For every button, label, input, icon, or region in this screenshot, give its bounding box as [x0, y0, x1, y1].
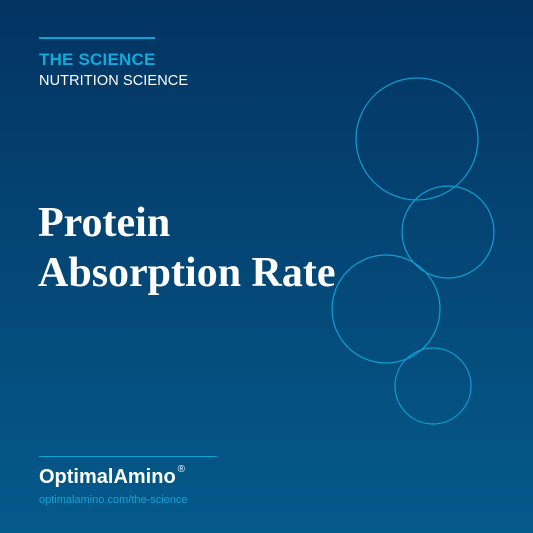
top-accent-rule: [39, 37, 155, 39]
title-line-2: Absorption Rate: [38, 250, 336, 296]
bubble-small: [394, 347, 472, 425]
bubble-medium-upper: [401, 185, 495, 279]
bubble-large: [355, 77, 479, 201]
registered-mark: ®: [177, 464, 186, 476]
title-line-1: Protein: [38, 200, 171, 246]
brand-name: OptimalAmino: [39, 466, 176, 488]
brand-logo: OptimalAmino ®: [39, 464, 186, 489]
page-title: Protein Absorption Rate: [38, 198, 336, 298]
bottom-divider: [39, 456, 217, 457]
category-label: NUTRITION SCIENCE: [39, 73, 189, 89]
section-eyebrow: THE SCIENCE: [39, 50, 156, 69]
website-url[interactable]: optimalamino.com/the-science: [39, 494, 188, 506]
bubble-medium-lower: [331, 254, 441, 364]
